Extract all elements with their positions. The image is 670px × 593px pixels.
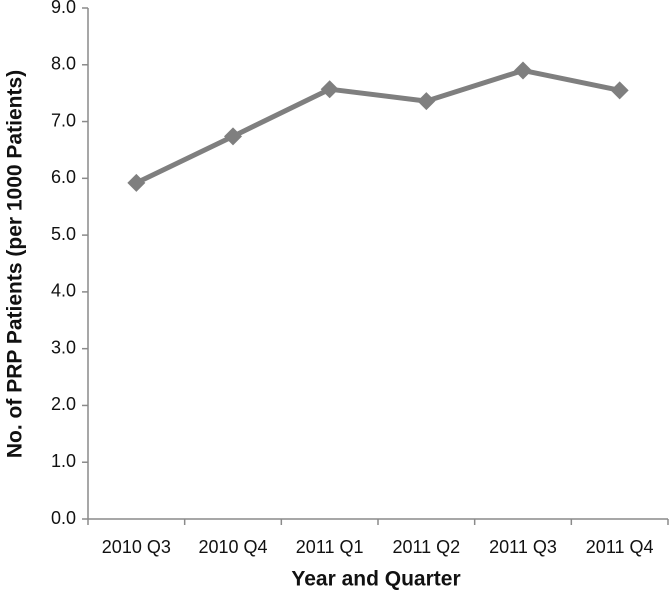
x-tick-label: 2010 Q3 [102,537,171,557]
y-axis-title: No. of PRP Patients (per 1000 Patients) [4,70,27,458]
y-tick-label: 7.0 [51,110,76,130]
x-tick-label: 2011 Q4 [586,537,654,557]
x-axis-title: Year and Quarter [291,568,460,591]
y-tick-label: 0.0 [51,508,76,528]
marker [514,61,532,80]
y-tick-label: 1.0 [51,451,76,471]
x-tick-label: 2010 Q4 [198,537,267,557]
y-tick-label: 2.0 [51,394,76,414]
y-tick-label: 6.0 [51,167,76,187]
y-tick-label: 5.0 [51,224,76,244]
x-tick-label: 2011 Q1 [296,537,364,557]
marker [417,92,436,111]
y-tick-label: 8.0 [51,54,76,74]
y-tick-label: 4.0 [51,281,76,301]
y-tick-label: 9.0 [51,0,76,17]
marker [224,127,242,146]
marker [320,80,339,99]
series-line [135,67,621,186]
y-tick-label: 3.0 [51,337,76,357]
x-tick-label: 2011 Q3 [489,537,557,557]
marker [127,173,146,192]
x-tick-label: 2011 Q2 [392,537,460,557]
marker [610,81,629,100]
